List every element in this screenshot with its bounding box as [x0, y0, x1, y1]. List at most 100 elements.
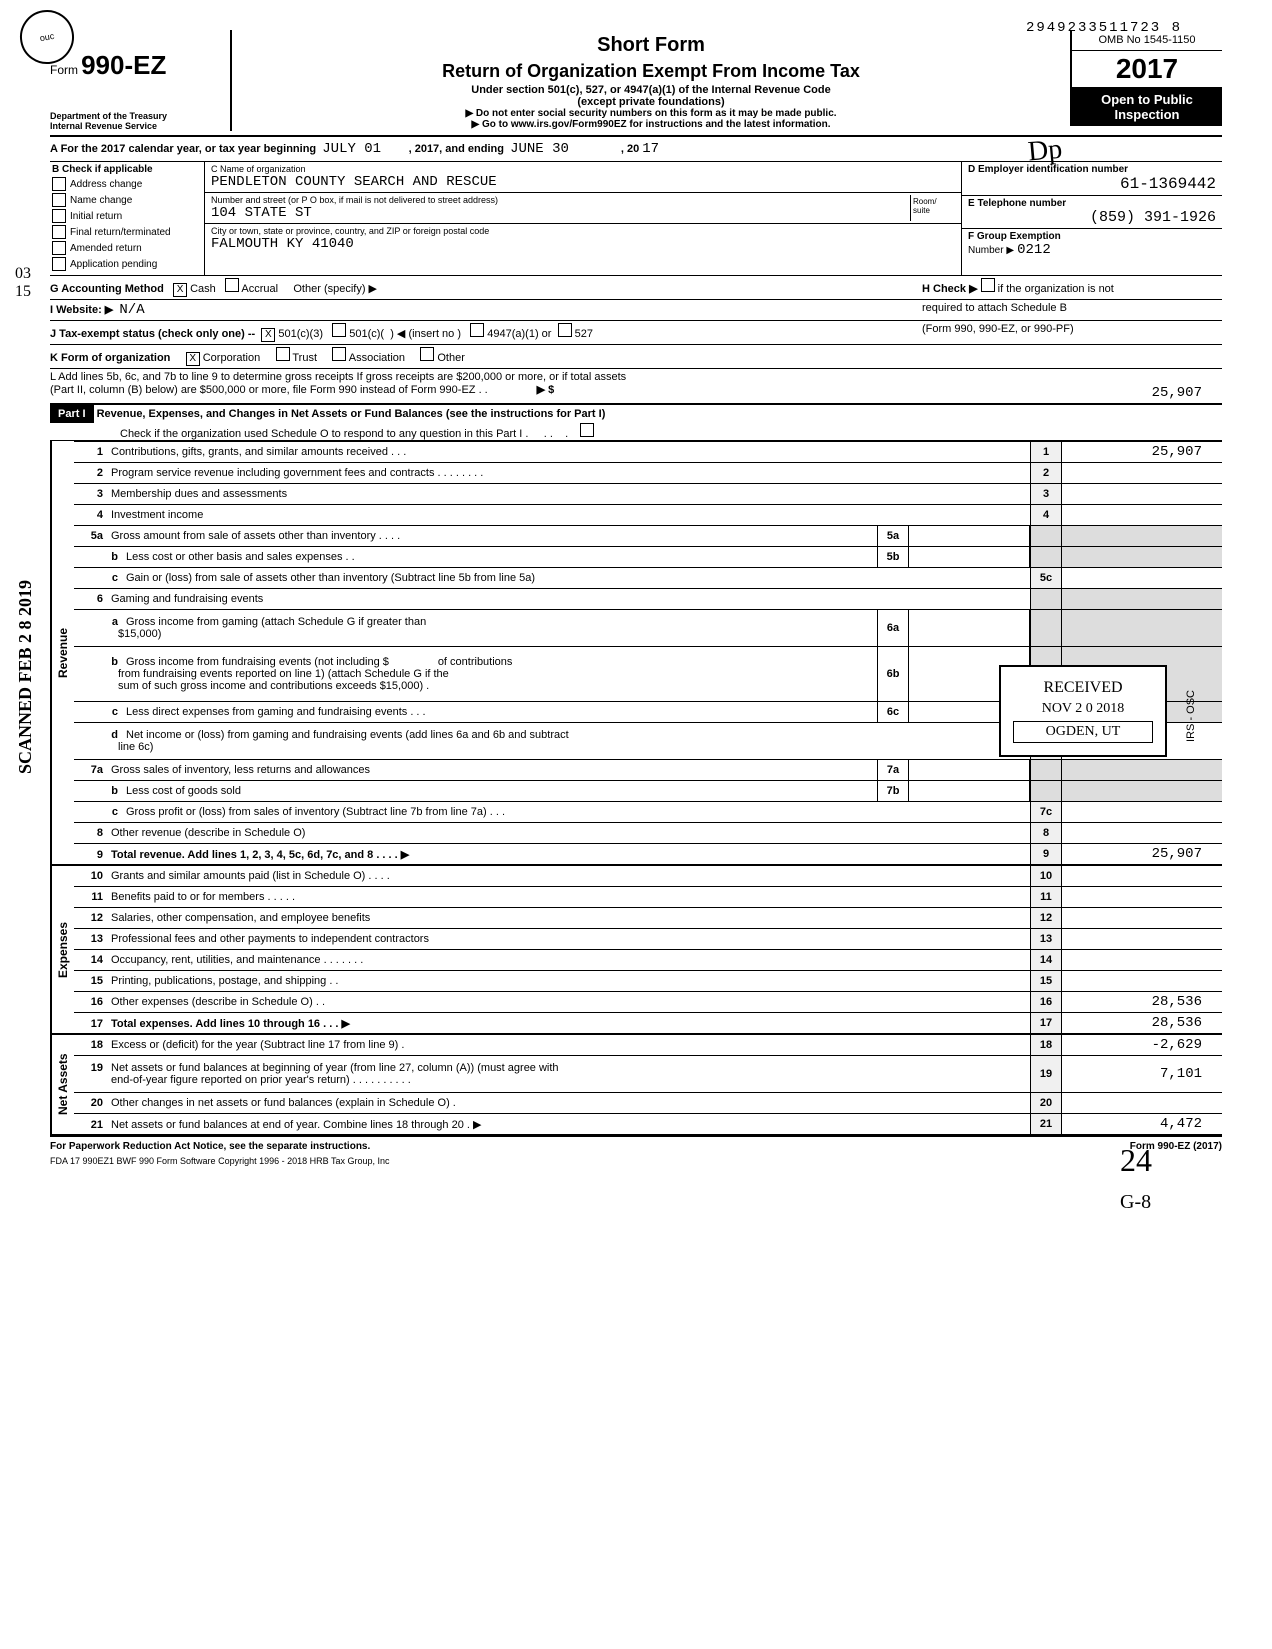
ln13-num: 13: [78, 933, 111, 945]
chk-corp[interactable]: X: [186, 352, 200, 366]
part-1-header: Part I Revenue, Expenses, and Changes in…: [50, 403, 1222, 441]
val-20: [1062, 1093, 1222, 1113]
city-label: City or town, state or province, country…: [211, 226, 955, 236]
ln6d-num: d: [78, 729, 126, 741]
val-13: [1062, 929, 1222, 949]
website: N/A: [119, 302, 144, 318]
val-5a-sh: [1062, 526, 1222, 546]
chk-527[interactable]: [558, 323, 572, 337]
ibox-5a: 5a: [877, 526, 909, 546]
row-l-2: (Part II, column (B) below) are $500,000…: [50, 384, 488, 396]
form-org-label: K Form of organization: [50, 352, 170, 364]
part-1-check: Check if the organization used Schedule …: [120, 428, 528, 440]
ln9-text: Total revenue. Add lines 1, 2, 3, 4, 5c,…: [111, 849, 409, 861]
ival-6a: [909, 610, 1030, 646]
box-10: 10: [1030, 866, 1062, 886]
ln16-text: Other expenses (describe in Schedule O) …: [111, 996, 325, 1008]
ln12-text: Salaries, other compensation, and employ…: [111, 912, 370, 924]
chk-final[interactable]: [52, 225, 66, 239]
box-4: 4: [1030, 505, 1062, 525]
revenue-section: Revenue 1Contributions, gifts, grants, a…: [50, 441, 1222, 864]
received-location: OGDEN, UT: [1013, 721, 1153, 743]
part-1-label: Part I: [50, 405, 94, 423]
chk-schedule-o[interactable]: [580, 423, 594, 437]
box-11: 11: [1030, 887, 1062, 907]
box-20: 20: [1030, 1093, 1062, 1113]
room-label: Room/ suite: [910, 195, 955, 221]
val-5b-sh: [1062, 547, 1222, 567]
box-6a-sh: [1030, 610, 1062, 646]
box-15: 15: [1030, 971, 1062, 991]
chk-pending[interactable]: [52, 257, 66, 271]
ln2-text: Program service revenue including govern…: [111, 467, 483, 479]
expenses-section: Expenses 10Grants and similar amounts pa…: [50, 864, 1222, 1033]
lbl-other-org: Other: [437, 352, 465, 364]
dept-irs: Internal Revenue Service: [50, 121, 220, 131]
ln5b-num: b: [78, 551, 126, 563]
val-3: [1062, 484, 1222, 504]
form-year: 2017: [1072, 51, 1222, 88]
tel: (859) 391-1926: [968, 209, 1216, 226]
ibox-7a: 7a: [877, 760, 909, 780]
chk-h[interactable]: [981, 278, 995, 292]
chk-assoc[interactable]: [332, 347, 346, 361]
box-19: 19: [1030, 1056, 1062, 1092]
chk-4947[interactable]: [470, 323, 484, 337]
box-17: 17: [1030, 1013, 1062, 1033]
ln14-text: Occupancy, rent, utilities, and maintena…: [111, 954, 363, 966]
ln6d-t2: line 6c): [78, 741, 153, 753]
ln12-num: 12: [78, 912, 111, 924]
ln15-num: 15: [78, 975, 111, 987]
box-7b-sh: [1030, 781, 1062, 801]
chk-amended[interactable]: [52, 241, 66, 255]
org-name-label: C Name of organization: [211, 164, 955, 174]
website-label: I Website: ▶: [50, 304, 113, 316]
ival-5b: [909, 547, 1030, 567]
box-14: 14: [1030, 950, 1062, 970]
chk-501c[interactable]: [332, 323, 346, 337]
val-7a-sh: [1062, 760, 1222, 780]
ln3-text: Membership dues and assessments: [111, 488, 287, 500]
part-1-title: Revenue, Expenses, and Changes in Net As…: [97, 408, 606, 420]
chk-initial[interactable]: [52, 209, 66, 223]
group-label: F Group Exemption: [968, 231, 1216, 242]
chk-cash[interactable]: X: [173, 283, 187, 297]
ln19-text: Net assets or fund balances at beginning…: [111, 1062, 559, 1074]
box-2: 2: [1030, 463, 1062, 483]
gross-receipts: 25,907: [1042, 371, 1222, 401]
row-i: I Website: ▶ N/A required to attach Sche…: [50, 300, 1222, 321]
ln2-num: 2: [78, 467, 111, 479]
ln6a-t2: $15,000): [78, 628, 161, 640]
ln6-num: 6: [78, 593, 111, 605]
ln6c-num: c: [78, 706, 126, 718]
val-14: [1062, 950, 1222, 970]
val-21: 4,472: [1062, 1114, 1222, 1134]
chk-accrual[interactable]: [225, 278, 239, 292]
row-l: L Add lines 5b, 6c, and 7b to line 9 to …: [50, 369, 1222, 403]
val-10: [1062, 866, 1222, 886]
row-l-1: L Add lines 5b, 6c, and 7b to line 9 to …: [50, 371, 1042, 383]
ln6b-t4: sum of such gross income and contributio…: [78, 680, 429, 692]
footer: For Paperwork Reduction Act Notice, see …: [50, 1136, 1222, 1152]
box-5a-sh: [1030, 526, 1062, 546]
val-12: [1062, 908, 1222, 928]
row-k: K Form of organization X Corporation Tru…: [50, 345, 1222, 369]
chk-name[interactable]: [52, 193, 66, 207]
short-form-title: Short Form: [242, 34, 1060, 57]
val-4: [1062, 505, 1222, 525]
ln6b-num: b: [78, 656, 126, 668]
chk-501c3[interactable]: X: [261, 328, 275, 342]
h-text: if the organization is not: [998, 283, 1114, 295]
chk-trust[interactable]: [276, 347, 290, 361]
group-num-label: Number ▶: [968, 245, 1014, 256]
ln16-num: 16: [78, 996, 111, 1008]
chk-address[interactable]: [52, 177, 66, 191]
ln8-text: Other revenue (describe in Schedule O): [111, 827, 305, 839]
chk-other-org[interactable]: [420, 347, 434, 361]
ein-label: D Employer identification number: [968, 164, 1216, 175]
ln17-num: 17: [78, 1018, 111, 1030]
tax-status-label: J Tax-exempt status (check only one) --: [50, 328, 255, 340]
ibox-7b: 7b: [877, 781, 909, 801]
box-1: 1: [1030, 442, 1062, 462]
ein: 61-1369442: [968, 175, 1216, 193]
